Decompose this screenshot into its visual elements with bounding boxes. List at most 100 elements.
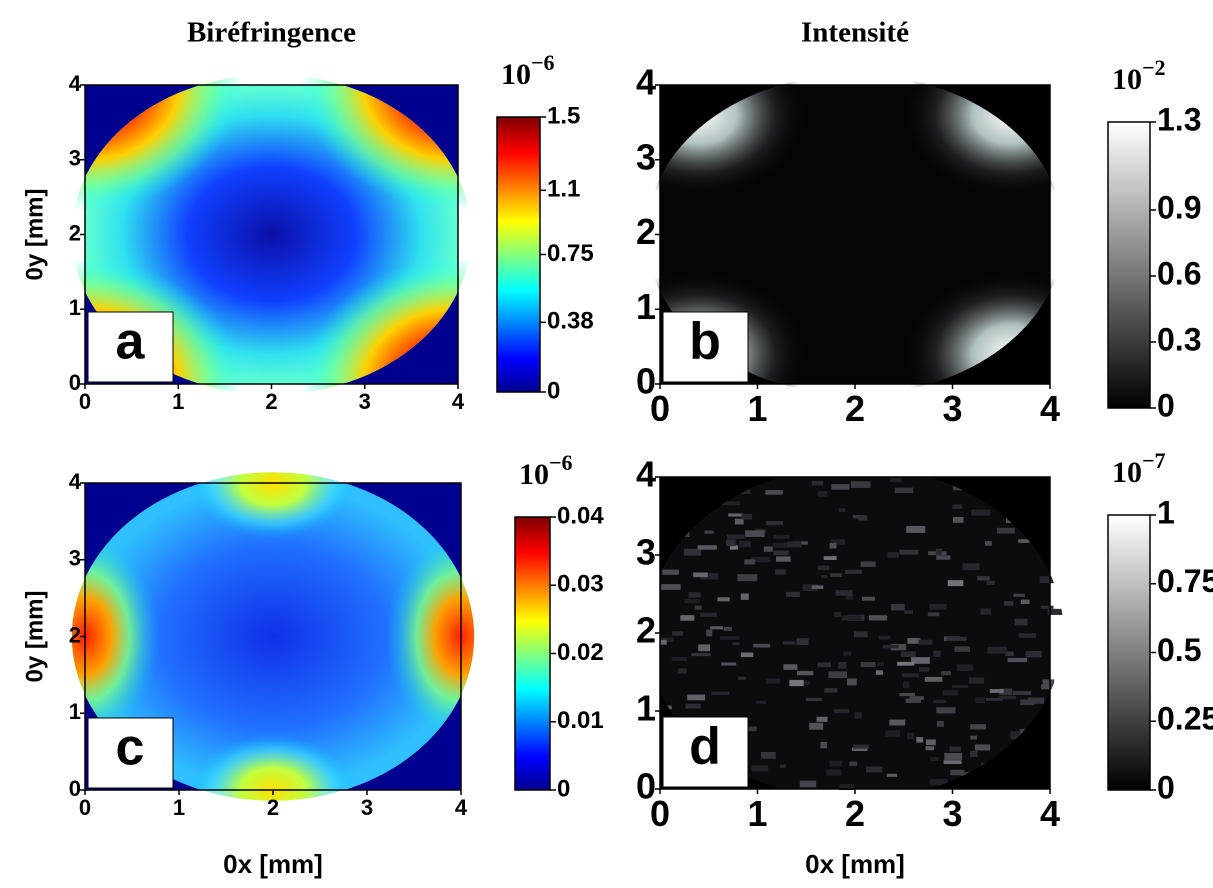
heatmap-speckle: [904, 610, 914, 614]
y-tick-label: 4: [69, 71, 82, 96]
heatmap-speckle: [805, 697, 822, 702]
heatmap-speckle: [900, 651, 916, 657]
heatmap-speckle: [797, 670, 814, 676]
panel-label-box: [87, 311, 174, 383]
heatmap-speckle: [1039, 576, 1055, 584]
heatmap-speckle: [1047, 608, 1064, 615]
colorbar-tick-label: 0.38: [547, 308, 594, 335]
colorbar-scale-exponent: −6: [531, 50, 555, 75]
heatmap-speckle: [697, 545, 717, 550]
x-tick-label: 0: [650, 388, 670, 429]
heatmap-speckle: [838, 661, 847, 669]
y-tick-label: 0: [69, 776, 81, 801]
colorbar-tick-label: 0: [1157, 387, 1175, 423]
panel-label-box: [662, 311, 749, 383]
y-tick-label: 0: [69, 370, 81, 395]
heatmap-speckle: [894, 487, 914, 494]
x-tick-label: 4: [1040, 793, 1060, 834]
heatmap-speckle: [1005, 651, 1014, 657]
heatmap-speckle: [935, 548, 942, 556]
heatmap-speckle: [850, 481, 871, 488]
heatmap-speckle: [710, 691, 730, 695]
heatmap-speckle: [688, 592, 701, 598]
heatmap-speckle: [977, 576, 990, 581]
heatmap-speckle: [680, 615, 695, 621]
heatmap-speckle: [918, 639, 933, 645]
heatmap-speckle: [721, 662, 737, 666]
colorbar: [1107, 121, 1151, 409]
heatmap-speckle: [860, 662, 876, 668]
y-tick-label: 2: [636, 610, 656, 651]
panel-label-box: [87, 717, 174, 789]
heatmap-speckle: [843, 651, 852, 656]
y-tick-label: 4: [69, 469, 82, 494]
heatmap-speckle: [986, 580, 995, 585]
x-tick-label: 3: [942, 793, 962, 834]
heatmap-speckle: [1027, 697, 1045, 704]
x-tick-label: 4: [452, 389, 465, 414]
heatmap-speckle: [685, 703, 701, 709]
colorbar-tick-label: 0.03: [557, 571, 604, 598]
heatmap-speckle: [779, 764, 787, 768]
heatmap-speckle: [823, 556, 837, 560]
colorbar-scale-exponent: −2: [1142, 55, 1166, 80]
panel-title: Intensité: [801, 17, 909, 49]
heatmap-speckle: [661, 584, 681, 590]
heatmap-speckle: [909, 696, 924, 700]
panel-label: a: [116, 313, 146, 371]
heatmap-speckle: [875, 670, 883, 675]
heatmap-speckle: [726, 534, 745, 539]
heatmap-speckle: [774, 569, 786, 575]
colorbar-tick-label: 0.9: [1157, 189, 1201, 225]
heatmap-speckle: [996, 527, 1015, 534]
heatmap-speckle: [987, 646, 1007, 654]
colorbar-tick-label: 0: [557, 775, 570, 802]
heatmap-speckle: [969, 750, 978, 758]
heatmap-speckle: [826, 769, 842, 776]
y-tick-label: 3: [69, 146, 81, 171]
heatmap-speckle: [890, 603, 905, 611]
heatmap-speckle: [834, 611, 841, 618]
heatmap-speckle: [989, 689, 1004, 693]
heatmap-speckle: [887, 552, 900, 558]
heatmap-speckle: [897, 661, 915, 666]
heatmap-speckle: [734, 518, 744, 525]
heatmap-speckle: [933, 699, 947, 703]
heatmap-speckle: [846, 678, 857, 686]
colorbar-tick-label: 0.5: [1157, 632, 1201, 668]
heatmap-speckle: [944, 752, 963, 760]
heatmap-speckle: [775, 556, 791, 562]
heatmap-speckle: [999, 695, 1016, 700]
heatmap-speckle: [916, 737, 924, 743]
heatmap-speckle: [1049, 787, 1059, 792]
heatmap-speckle: [698, 644, 710, 652]
heatmap-speckle: [723, 626, 732, 631]
heatmap-speckle: [899, 692, 916, 697]
heatmap-speckle: [811, 480, 824, 486]
y-tick-label: 1: [69, 295, 81, 320]
y-tick-label: 2: [69, 220, 81, 245]
heatmap-speckle: [905, 698, 922, 703]
heatmap-speckle: [925, 739, 936, 746]
heatmap-speckle: [785, 591, 800, 597]
heatmap-speckle: [687, 694, 706, 701]
heatmap-speckle: [710, 626, 724, 630]
y-tick-label: 3: [69, 546, 81, 571]
colorbar-scale: 10−7: [1112, 448, 1166, 489]
x-tick-label: 4: [1040, 388, 1060, 429]
heatmap-speckle: [1042, 679, 1055, 685]
heatmap-speckle: [694, 605, 702, 610]
heatmap-speckle: [751, 556, 771, 563]
heatmap-speckle: [820, 741, 827, 749]
heatmap-speckle: [821, 575, 828, 579]
heatmap-speckle: [946, 636, 967, 641]
colorbar-tick-label: 0: [547, 377, 560, 404]
heatmap-speckle: [957, 664, 974, 672]
heatmap-speckle: [949, 746, 961, 752]
y-tick-label: 2: [69, 622, 81, 647]
heatmap-speckle: [936, 555, 951, 560]
heatmap-speckle: [860, 561, 876, 567]
colorbar-tick-label: 0.75: [547, 240, 594, 267]
heatmap-speckle: [766, 678, 781, 684]
